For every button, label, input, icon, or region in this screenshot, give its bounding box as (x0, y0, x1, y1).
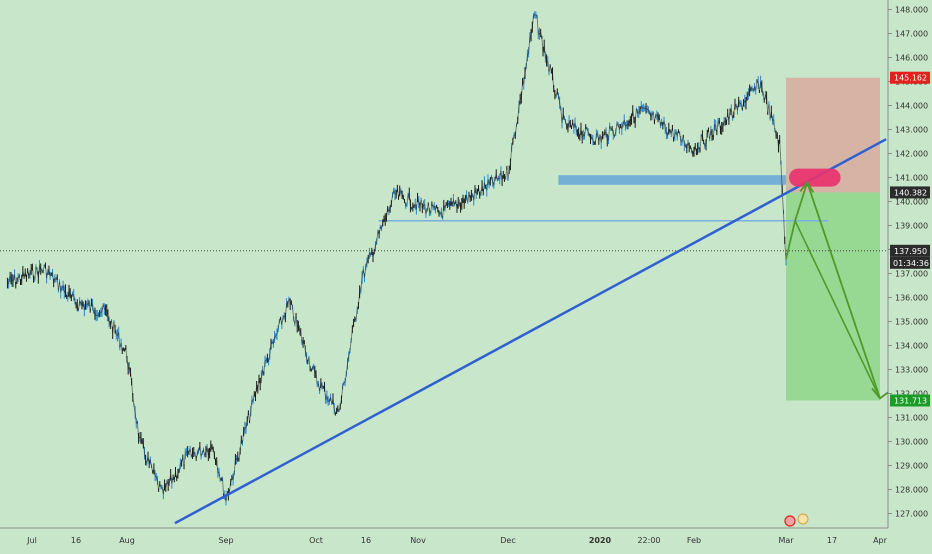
uptrend-line[interactable] (174, 138, 887, 525)
y-tick-label: 135.000 (895, 318, 928, 327)
countdown-badge (890, 256, 930, 269)
y-tick-label: 144.000 (895, 102, 928, 111)
x-tick-label: Apr (873, 536, 888, 545)
y-tick-label: 136.000 (895, 294, 928, 303)
price-badge-label: 140.382 (894, 188, 927, 197)
price-badge (890, 186, 930, 199)
price-line (7, 14, 787, 502)
price-badge (890, 244, 930, 257)
y-tick-label: 143.000 (895, 126, 928, 135)
y-tick-label: 134.000 (895, 342, 928, 351)
arrow-head-icon (871, 387, 889, 400)
price-badge-label: 131.713 (894, 396, 927, 405)
y-tick-label: 129.000 (895, 462, 928, 471)
y-tick-label: 147.000 (895, 30, 928, 39)
y-tick-label: 133.000 (895, 366, 928, 375)
y-tick-label: 128.000 (895, 486, 928, 495)
y-tick-label: 142.000 (895, 150, 928, 159)
projected-path-arrow[interactable] (785, 179, 881, 399)
x-tick-label: 16 (71, 536, 81, 545)
x-tick-label: Mar (778, 536, 794, 545)
x-tick-label: Oct (309, 536, 323, 545)
entry-marker[interactable] (789, 168, 841, 187)
arrow-head-icon (799, 180, 814, 193)
x-tick-label: Feb (687, 536, 701, 545)
y-tick-label: 148.000 (895, 6, 928, 15)
y-tick-label: 127.000 (895, 510, 928, 519)
countdown-label: 01:34:36 (893, 259, 929, 268)
price-badge-label: 145.162 (894, 74, 927, 83)
y-tick-label: 146.000 (895, 54, 928, 63)
y-tick-label: 140.000 (895, 198, 928, 207)
x-tick-label: Nov (410, 536, 426, 545)
x-tick-label: Jul (26, 536, 37, 545)
axis-layer: 127.000 128.000 129.000 130.000 131.000 132.0… (0, 0, 928, 545)
x-tick-label: Sep (218, 536, 233, 545)
y-tick-label: 131.000 (895, 414, 928, 423)
x-tick-label: 16 (361, 536, 371, 545)
drawing-layer[interactable] (174, 138, 889, 525)
projected-path-arrow[interactable] (794, 220, 881, 399)
y-tick-label: 130.000 (895, 438, 928, 447)
event-flag-icon[interactable] (784, 515, 796, 527)
price-badge-layer: 145.162 140.382 137.950 131.713 01:34:36 (784, 71, 930, 527)
y-tick-label: 139.000 (895, 222, 928, 231)
y-tick-label: 141.000 (895, 174, 928, 183)
price-badge-label: 137.950 (894, 247, 927, 256)
x-tick-label: 2020 (589, 536, 612, 545)
x-tick-label: Aug (119, 536, 135, 545)
x-tick-label: 22:00 (637, 536, 660, 545)
event-flag-icon[interactable] (797, 513, 809, 525)
x-tick-label: Dec (500, 536, 515, 545)
price-series-layer (6, 11, 787, 506)
x-tick-label: 17 (827, 536, 837, 545)
price-badge (890, 394, 930, 407)
price-badge (890, 71, 930, 84)
support-zone[interactable] (558, 175, 786, 185)
y-tick-label: 132.000 (895, 390, 928, 399)
y-tick-label: 137.000 (895, 270, 928, 279)
